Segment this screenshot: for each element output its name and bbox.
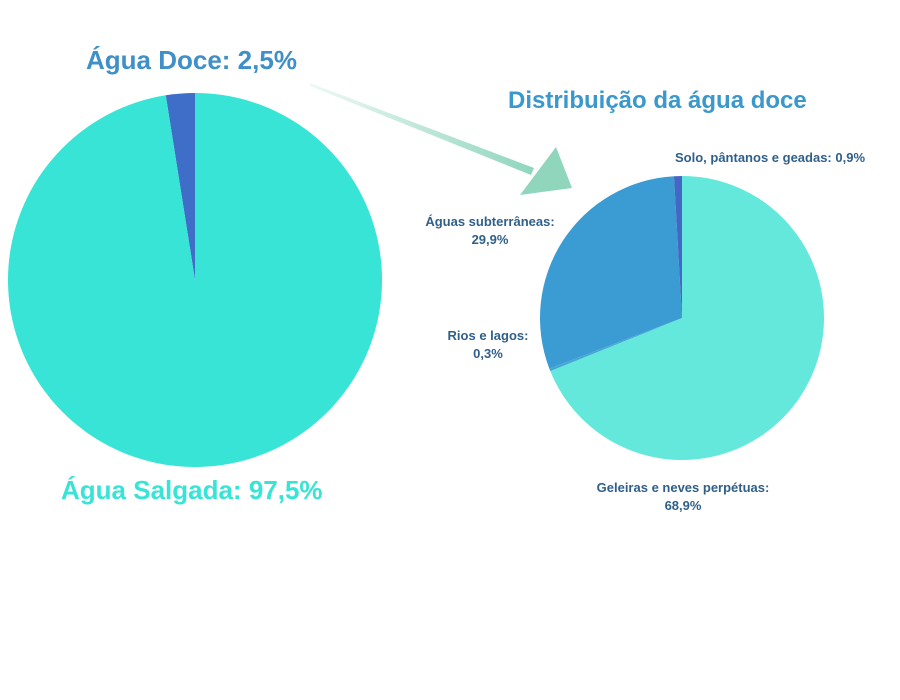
slice-label-glaciers-value: 68,9% — [664, 498, 702, 513]
total-water-slice--gua-salgada — [7, 93, 382, 467]
slice-label-soil: Solo, pântanos e geadas: 0,9% — [675, 150, 865, 165]
fresh-water-slice-rios-e-lagos — [549, 318, 682, 372]
salt-water-label: Água Salgada: 97,5% — [61, 475, 323, 505]
total-water-slice--gua-doce — [165, 93, 195, 280]
arrow-head — [520, 147, 572, 195]
slice-label-glaciers-name: Geleiras e neves perpétuas: — [596, 480, 770, 495]
fresh-water-slice--guas-subterr-neas — [540, 176, 682, 369]
slice-label-groundwater: Águas subterrâneas: 29,9% — [410, 213, 570, 249]
slice-label-rivers-name: Rios e lagos: — [447, 328, 529, 343]
fresh-water-slice-geleiras-e-neves-perp-tuas — [550, 176, 824, 461]
slice-label-groundwater-value: 29,9% — [471, 232, 509, 247]
fresh-water-pie — [540, 176, 824, 461]
slice-label-rivers-value: 0,3% — [473, 346, 503, 361]
fresh-water-slice-solo-p-ntanos-e-geadas — [673, 176, 682, 318]
arrow-layer — [310, 83, 572, 195]
slice-label-groundwater-name: Águas subterrâneas: — [425, 214, 555, 229]
fresh-water-label: Água Doce: 2,5% — [86, 45, 297, 75]
chart-title: Distribuição da água doce — [508, 87, 807, 114]
total-water-pie — [7, 93, 382, 467]
slice-label-rivers: Rios e lagos: 0,3% — [428, 327, 548, 363]
slice-label-glaciers: Geleiras e neves perpétuas: 68,9% — [573, 479, 793, 515]
arrow-shaft — [310, 83, 534, 175]
